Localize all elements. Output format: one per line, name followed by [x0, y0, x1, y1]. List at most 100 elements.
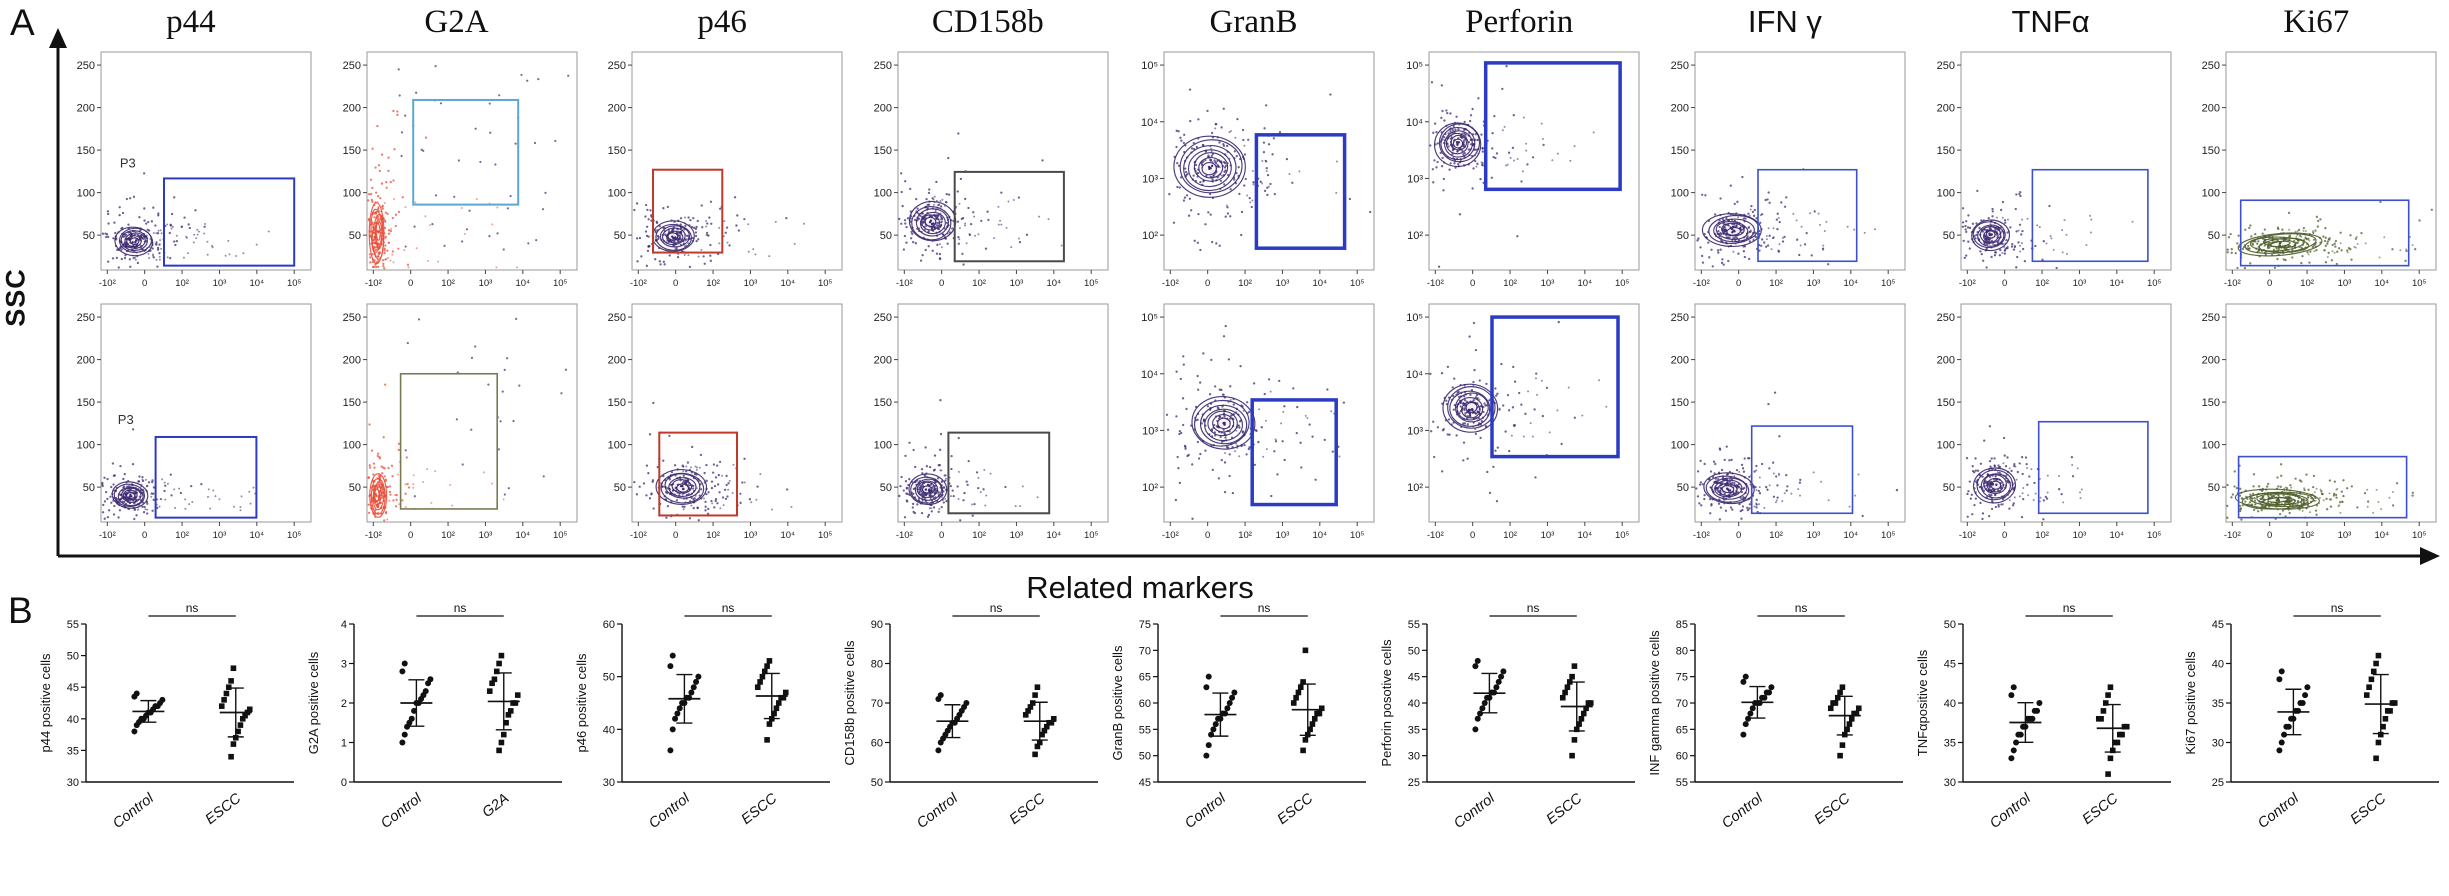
data-point — [247, 706, 253, 713]
scatter-plot-0: 30 35 40 45 50 55 p44 positive cells Control ESC… — [38, 601, 295, 832]
y-tick-label: 10⁴ — [1141, 117, 1158, 129]
data-point — [688, 689, 695, 696]
y-tick-label: 200 — [1936, 103, 1954, 115]
data-point — [1564, 684, 1570, 690]
data-point — [2123, 723, 2130, 730]
cluster-contours — [2237, 232, 2323, 257]
gate-label: P3 — [118, 412, 134, 427]
flow-column-CD158b: CD158b 250 200 150 100 50 -10² 0 10² 10³ 10⁴ 10⁵ 250… — [855, 0, 1121, 548]
y-tick-label: 10⁵ — [1406, 60, 1423, 72]
y-tick-label: 50 — [83, 482, 95, 494]
y-tick-label: 50 — [2208, 482, 2220, 494]
y-tick-label: 50 — [67, 651, 79, 663]
data-point — [1035, 684, 1041, 690]
data-point — [935, 747, 942, 754]
x-tick-label: -10² — [2224, 278, 2241, 289]
gate-rect — [2238, 455, 2408, 519]
data-point — [776, 700, 782, 706]
data-point — [1303, 647, 1309, 654]
data-point — [2100, 708, 2107, 714]
y-tick-label: 200 — [2202, 103, 2220, 115]
x-tick-label: 10³ — [744, 278, 758, 289]
data-point — [2301, 692, 2308, 699]
x-tick-label: 10² — [1503, 530, 1517, 541]
y-tick-label: 35 — [1407, 724, 1419, 736]
x-tick-label: 10³ — [1009, 530, 1023, 541]
x-tick-label: -10² — [630, 530, 647, 541]
y-tick-label: 100 — [342, 440, 360, 452]
x-tick-label: 10² — [1238, 530, 1252, 541]
y-tick-label: 10² — [1407, 482, 1423, 494]
data-point — [427, 676, 434, 683]
scatter-cell-0: 30 35 40 45 50 55 p44 positive cells Control ESC… — [36, 600, 304, 868]
y-tick-label: 100 — [76, 440, 94, 452]
y-tick-label: 40 — [67, 714, 79, 726]
data-point — [1224, 705, 1231, 712]
y-tick-label: 50 — [348, 482, 360, 494]
flow-column-Perforin: Perforin 10⁵ 10⁴ 10³ 10² -10² 0 10² 10³ 10⁴ 10⁵ 10⁵… — [1386, 0, 1652, 548]
data-point — [2102, 700, 2109, 706]
x-tick-label: 0 — [2002, 278, 2007, 289]
sig-label: ns — [454, 601, 467, 615]
data-point — [1580, 710, 1587, 717]
flow-plot-p44-row2: 250 200 150 100 50 -10² 0 10² 10³ 10⁴ 10⁵ P3 — [76, 303, 312, 541]
gate-rect — [1750, 425, 1854, 515]
x-tick-label: 10⁴ — [781, 278, 796, 289]
flow-plot-Ki67-row2: 250 200 150 100 50 -10² 0 10² 10³ 10⁴ 10⁵ — [2202, 303, 2437, 541]
cluster-contours — [1190, 396, 1255, 450]
data-point — [505, 712, 512, 718]
data-point — [2375, 739, 2382, 746]
data-point — [1300, 747, 1307, 754]
y-tick-label: 250 — [2202, 60, 2220, 72]
scatter-cell-1: 0 1 2 3 4 G2A positive cells Control G2A ns — [304, 600, 572, 868]
flow-col-header: Ki67 — [2283, 3, 2350, 40]
y-tick-label: 250 — [1936, 60, 1954, 72]
data-point — [780, 694, 787, 701]
scatter-cell-4: 45 50 55 60 65 70 75 GranB positive cells Contro… — [1108, 600, 1376, 868]
data-point — [755, 684, 761, 690]
y-tick-label: 100 — [76, 188, 94, 200]
gate-rect — [652, 168, 724, 254]
x-tick-label: 10⁵ — [2412, 530, 2427, 541]
cluster-contours — [111, 481, 149, 509]
y-tick-label: 40 — [2212, 659, 2224, 671]
y-tick-label: 250 — [1671, 312, 1689, 324]
data-point — [1559, 694, 1566, 701]
y-tick-label: 150 — [1671, 397, 1689, 409]
data-point — [667, 663, 674, 670]
y-tick-label: 200 — [76, 355, 94, 367]
panel-a-gutter: A SSC — [0, 0, 58, 548]
x-tick-label: 10⁴ — [781, 530, 796, 541]
y-tick-label: 30 — [67, 777, 79, 789]
data-point — [494, 668, 500, 675]
data-point — [1044, 723, 1050, 730]
x-tick-label: 0 — [142, 278, 147, 289]
y-tick-label: 50 — [2208, 230, 2220, 242]
y-tick-label: 200 — [76, 103, 94, 115]
y-tick-label: 4 — [341, 619, 347, 631]
data-point — [2105, 692, 2111, 698]
sig-label: ns — [1526, 601, 1539, 615]
x-tick-label: 10⁴ — [1046, 278, 1061, 289]
x-tick-label: -10² — [1161, 530, 1178, 541]
y-tick-label: 150 — [1936, 145, 1954, 157]
y-tick-label: 60 — [871, 738, 883, 750]
y-tick-label: 250 — [608, 60, 626, 72]
flow-col-header: IFN γ — [1747, 4, 1822, 39]
data-point — [771, 710, 778, 717]
flow-column-Ki67: Ki67 250 200 150 100 50 -10² 0 10² 10³ 10⁴ 10⁵ 250 20… — [2183, 0, 2449, 548]
data-point — [512, 700, 519, 706]
gate-rect — [2037, 420, 2149, 515]
y-tick-label: 50 — [871, 777, 883, 789]
x-tick-label: 10² — [2035, 530, 2049, 541]
group-label: ESCC — [739, 790, 781, 828]
x-tick-label: 10³ — [1275, 278, 1289, 289]
y-tick-label: 10⁴ — [1141, 369, 1158, 381]
data-point — [686, 694, 693, 701]
y-tick-label: 70 — [1675, 698, 1687, 710]
flow-col-header: p44 — [166, 3, 216, 40]
y-tick-label: 50 — [1942, 230, 1954, 242]
x-tick-label: 10² — [1769, 278, 1783, 289]
x-tick-label: 10² — [1503, 278, 1517, 289]
x-tick-label: 0 — [2267, 530, 2272, 541]
